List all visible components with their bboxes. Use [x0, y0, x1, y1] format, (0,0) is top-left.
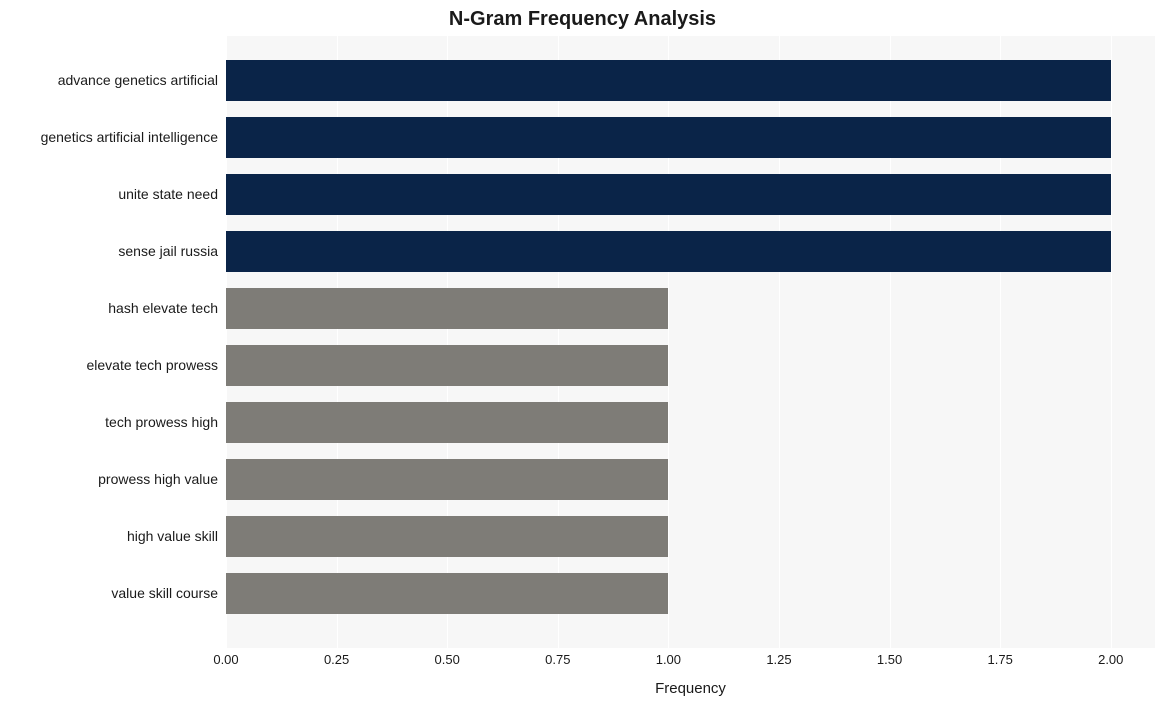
y-tick-label: hash elevate tech [0, 280, 218, 337]
x-tick-label: 1.25 [766, 652, 791, 667]
x-tick-label: 0.75 [545, 652, 570, 667]
y-tick-label: genetics artificial intelligence [0, 109, 218, 166]
bar [226, 573, 668, 614]
x-axis-label: Frequency [226, 680, 1155, 697]
y-tick-label: unite state need [0, 166, 218, 223]
y-tick-label: tech prowess high [0, 394, 218, 451]
x-tick-label: 0.00 [213, 652, 238, 667]
bar [226, 516, 668, 557]
y-tick-label: sense jail russia [0, 223, 218, 280]
bar [226, 117, 1111, 158]
x-tick-label: 0.50 [435, 652, 460, 667]
plot-area [226, 36, 1155, 648]
y-tick-label: elevate tech prowess [0, 337, 218, 394]
x-tick-label: 2.00 [1098, 652, 1123, 667]
bar [226, 402, 668, 443]
x-tick-label: 0.25 [324, 652, 349, 667]
y-tick-label: high value skill [0, 508, 218, 565]
bar [226, 60, 1111, 101]
y-tick-label: advance genetics artificial [0, 52, 218, 109]
y-tick-label: prowess high value [0, 451, 218, 508]
chart-title: N-Gram Frequency Analysis [0, 8, 1165, 31]
bar [226, 459, 668, 500]
ngram-frequency-chart: N-Gram Frequency Analysis Frequency 0.00… [0, 0, 1165, 701]
bar [226, 231, 1111, 272]
x-tick-label: 1.75 [988, 652, 1013, 667]
x-tick-label: 1.50 [877, 652, 902, 667]
bar [226, 345, 668, 386]
bar [226, 288, 668, 329]
x-tick-label: 1.00 [656, 652, 681, 667]
bar [226, 174, 1111, 215]
y-tick-label: value skill course [0, 565, 218, 622]
gridline [1111, 36, 1112, 648]
